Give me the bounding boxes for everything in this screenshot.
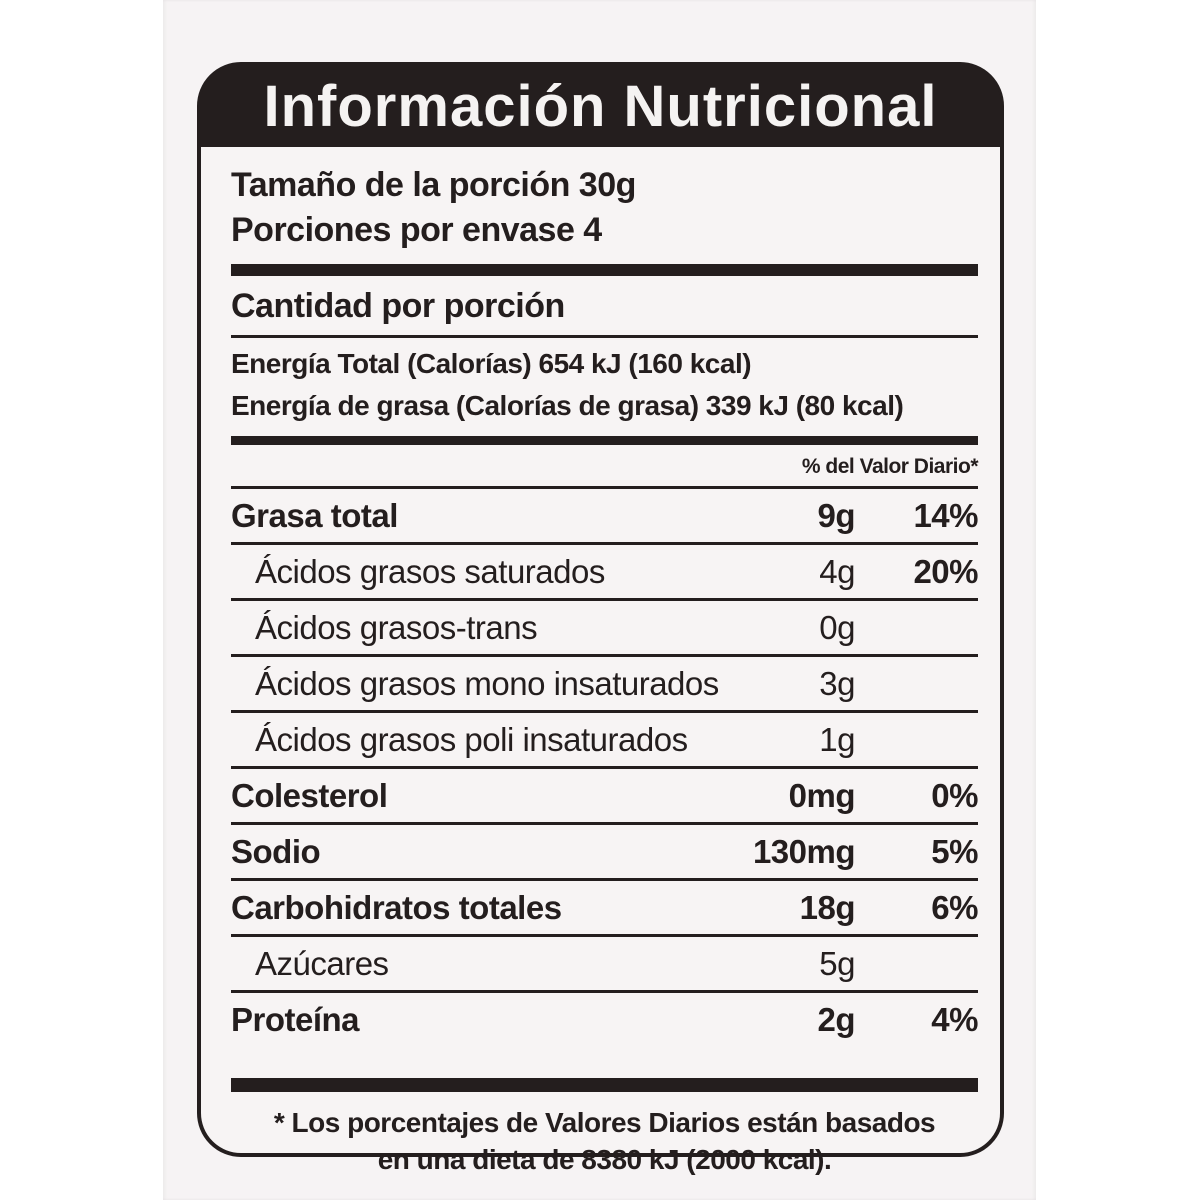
nutrient-amount: 130mg	[752, 833, 856, 870]
nutrient-row-sugars: Azúcares 5g	[231, 934, 978, 990]
footnote: * Los porcentajes de Valores Diarios est…	[231, 1104, 978, 1178]
nutrient-amount: 5g	[819, 945, 855, 982]
nutrient-amount: 18g	[799, 889, 856, 926]
label-title: Información Nutricional	[263, 73, 938, 139]
nutrient-dv: 6%	[931, 889, 978, 926]
nutrient-amount: 3g	[819, 665, 855, 702]
nutrient-name: Ácidos grasos mono insaturados	[255, 665, 719, 702]
nutrient-row-protein: Proteína 2g 4%	[231, 990, 979, 1046]
servings-per-container-line: Porciones por envase 4	[231, 211, 602, 249]
nutrient-name: Colesterol	[231, 777, 388, 814]
nutrient-name: Grasa total	[231, 497, 398, 534]
nutrient-dv: 14%	[913, 497, 978, 534]
footnote-line-2: en una dieta de 8380 kJ (2000 kcal).	[377, 1144, 832, 1175]
amount-per-serving-heading: Cantidad por porción	[231, 287, 565, 325]
nutrient-dv: 5%	[931, 833, 978, 870]
nutrient-row-polyunsaturated-fat: Ácidos grasos poli insaturados 1g	[231, 710, 978, 766]
nutrient-row-total-fat: Grasa total 9g 14%	[231, 486, 979, 542]
footnote-line-1: * Los porcentajes de Valores Diarios est…	[273, 1107, 936, 1138]
medium-divider	[231, 436, 978, 445]
label-photo: Información Nutricional Tamaño de la por…	[163, 0, 1036, 1200]
nutrient-name: Sodio	[231, 833, 321, 870]
footer-divider	[231, 1078, 978, 1092]
energy-total-line: Energía Total (Calorías) 654 kJ (160 kca…	[231, 348, 752, 379]
energy-fat-line: Energía de grasa (Calorías de grasa) 339…	[231, 390, 904, 421]
label-content: Tamaño de la porción 30g Porciones por e…	[201, 147, 1000, 1178]
nutrient-row-trans-fat: Ácidos grasos-trans 0g	[231, 598, 978, 654]
nutrient-name: Ácidos grasos saturados	[255, 553, 605, 590]
daily-value-header: % del Valor Diario*	[801, 455, 979, 478]
nutrient-name: Azúcares	[255, 945, 389, 982]
nutrient-row-saturated-fat: Ácidos grasos saturados 4g 20%	[231, 542, 979, 598]
nutrient-name: Ácidos grasos poli insaturados	[255, 721, 688, 758]
serving-size-line: Tamaño de la porción 30g	[231, 166, 636, 204]
nutrient-dv: 0%	[931, 777, 978, 814]
nutrient-amount: 9g	[817, 497, 855, 534]
nutrient-amount: 1g	[819, 721, 855, 758]
nutrient-amount: 2g	[817, 1001, 855, 1038]
nutrient-row-sodium: Sodio 130mg 5%	[231, 822, 979, 878]
label-title-bar: Información Nutricional	[200, 65, 1001, 147]
thick-divider	[231, 264, 978, 276]
nutrient-row-cholesterol: Colesterol 0mg 0%	[231, 766, 979, 822]
nutrient-table: Grasa total 9g 14% Ácidos grasos saturad…	[231, 486, 979, 1046]
nutrient-name: Ácidos grasos-trans	[255, 609, 538, 646]
nutrient-name: Proteína	[231, 1001, 360, 1038]
nutrient-row-total-carbohydrate: Carbohidratos totales 18g 6%	[231, 878, 979, 934]
nutrition-label-card: Información Nutricional Tamaño de la por…	[197, 62, 1004, 1175]
nutrient-amount: 0g	[819, 609, 855, 646]
nutrient-dv: 4%	[931, 1001, 978, 1038]
nutrient-name: Carbohidratos totales	[231, 889, 562, 926]
nutrient-row-monounsaturated-fat: Ácidos grasos mono insaturados 3g	[231, 654, 978, 710]
divider	[231, 335, 978, 338]
nutrient-amount: 4g	[819, 553, 855, 590]
nutrient-amount: 0mg	[788, 777, 856, 814]
nutrient-dv: 20%	[913, 553, 978, 590]
